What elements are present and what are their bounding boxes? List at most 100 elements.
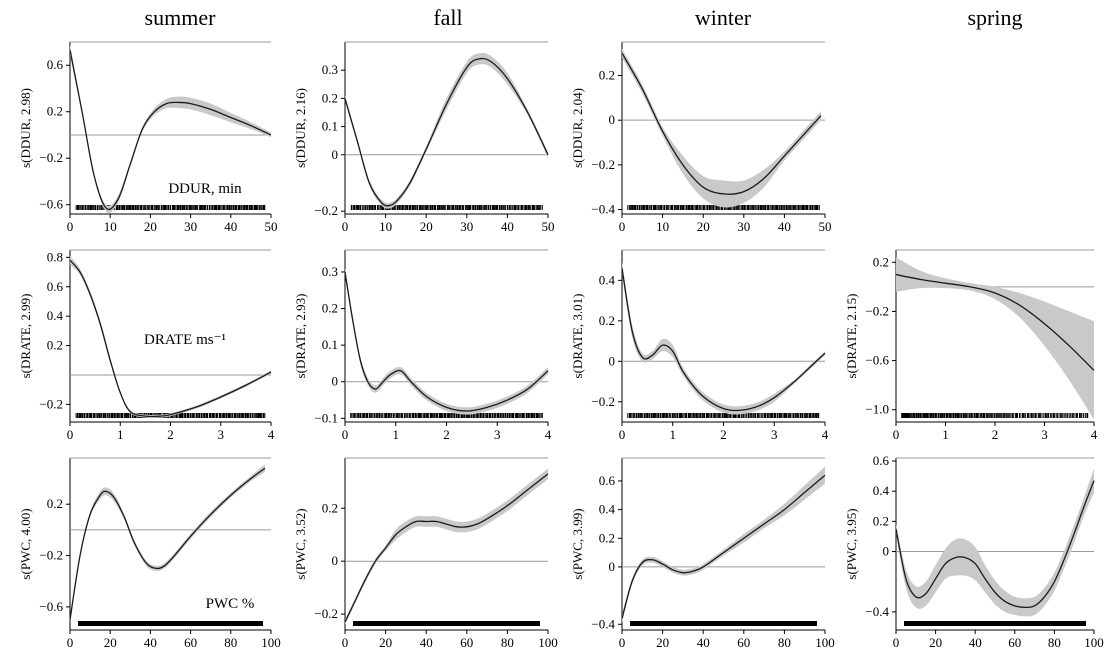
x-tick-label: 40 <box>224 219 237 234</box>
smooth-curve <box>344 473 549 623</box>
y-tick-label: −0.4 <box>591 616 615 631</box>
x-tick-label: 40 <box>144 635 157 650</box>
y-tick-label: 0.4 <box>47 308 64 323</box>
x-tick-label: 2 <box>167 427 174 442</box>
x-tick-label: 20 <box>104 635 117 650</box>
panel-summer: 0 1 2 3 4 0.8 0.6 0.4 0.2 −0.2 s(DRATE, 2.99) DRATE… <box>18 249 275 442</box>
y-tick-label: 0.2 <box>322 301 338 316</box>
smooth-curve <box>895 480 1095 609</box>
x-tick-label: 50 <box>265 219 278 234</box>
y-tick-label: 0 <box>609 112 616 127</box>
y-axis-label: s(DRATE, 2.93) <box>293 294 308 379</box>
x-tick-label: 0 <box>619 427 626 442</box>
y-tick-label: 0 <box>883 544 890 559</box>
panel-annotation: PWC % <box>206 596 255 612</box>
panel-fall: 0 20 40 60 80 100 0.2 0 −0.2 s(PWC, 3.52) <box>293 457 558 650</box>
smooth-curve <box>69 467 266 620</box>
x-tick-label: 0 <box>342 635 349 650</box>
x-tick-label: 40 <box>778 219 791 234</box>
y-axis-label: s(PWC, 3.99) <box>570 508 585 579</box>
x-tick-label: 0 <box>342 219 349 234</box>
panel-winter: 0 10 20 30 40 50 0.2 0 −0.2 −0.4 s(DDUR, 2.04) <box>570 41 832 234</box>
y-axis-label: s(PWC, 3.52) <box>293 508 308 579</box>
y-tick-label: 0.2 <box>873 254 889 269</box>
panel-annotation: DDUR, min <box>168 181 242 197</box>
y-tick-label: 0.2 <box>873 513 889 528</box>
y-tick-label: −0.2 <box>591 394 615 409</box>
rug-ticks <box>350 205 543 210</box>
confidence-band <box>622 262 825 415</box>
panel-annotation: DRATE ms⁻¹ <box>144 332 226 348</box>
column-title-fall: fall <box>433 5 462 30</box>
x-tick-label: 20 <box>656 635 669 650</box>
smooth-curve <box>344 57 549 207</box>
x-tick-label: 0 <box>67 219 74 234</box>
x-tick-label: 80 <box>1048 635 1061 650</box>
y-axis-label: s(DDUR, 2.16) <box>293 88 308 168</box>
y-tick-label: −1.0 <box>865 402 889 417</box>
panel-fall: 0 10 20 30 40 50 0.3 0.2 0.1 0 −0.2 s(DDUR, 2.16) <box>293 41 555 234</box>
x-tick-label: 1 <box>393 427 400 442</box>
y-tick-label: 0.1 <box>322 119 338 134</box>
y-tick-label: 0.2 <box>47 496 63 511</box>
y-tick-label: 0 <box>332 553 339 568</box>
rug-ticks <box>75 205 266 210</box>
y-tick-label: 0 <box>609 353 616 368</box>
panel-spring: 0 20 40 60 80 100 0.6 0.4 0.2 0 −0.4 s(PWC, 3.95) <box>844 453 1104 650</box>
y-tick-label: 0.2 <box>599 68 615 83</box>
column-title-spring: spring <box>968 5 1023 30</box>
rug-ticks <box>627 205 820 210</box>
y-tick-label: −0.4 <box>865 604 889 619</box>
y-tick-label: 0.2 <box>599 530 615 545</box>
smooth-curve <box>621 268 826 412</box>
confidence-band <box>345 268 548 415</box>
panel-winter: 0 1 2 3 4 0.4 0.2 0 −0.2 s(DRATE, 3.01) <box>570 249 829 442</box>
panel-winter: 0 20 40 60 80 100 0.6 0.4 0.2 0 −0.4 s(PWC, 3.99) <box>570 457 835 650</box>
y-tick-label: 0.3 <box>322 62 338 77</box>
x-tick-label: 4 <box>545 427 552 442</box>
x-tick-label: 80 <box>224 635 237 650</box>
x-tick-label: 40 <box>501 219 514 234</box>
y-tick-label: 0.3 <box>322 264 338 279</box>
x-tick-label: 0 <box>67 427 74 442</box>
rug-ticks <box>901 413 1089 418</box>
x-tick-label: 0 <box>893 635 900 650</box>
x-tick-label: 60 <box>737 635 750 650</box>
x-tick-label: 10 <box>656 219 669 234</box>
y-axis-label: s(DDUR, 2.04) <box>570 88 585 168</box>
x-tick-label: 40 <box>697 635 710 650</box>
y-tick-label: −0.2 <box>314 606 338 621</box>
x-tick-label: 1 <box>670 427 677 442</box>
rug-ticks <box>627 413 820 418</box>
x-tick-label: 50 <box>542 219 555 234</box>
rug-bar <box>353 621 540 626</box>
column-title-winter: winter <box>695 5 752 30</box>
y-axis-label: s(PWC, 3.95) <box>844 508 859 579</box>
y-tick-label: 0.2 <box>47 338 63 353</box>
y-tick-label: 0.1 <box>322 337 338 352</box>
x-tick-label: 60 <box>460 635 473 650</box>
x-tick-label: 30 <box>184 219 197 234</box>
y-tick-label: 0.6 <box>47 57 64 72</box>
y-tick-label: −0.6 <box>39 599 63 614</box>
smooth-curve <box>621 474 826 619</box>
y-tick-label: −0.4 <box>591 202 615 217</box>
x-tick-label: 100 <box>261 635 281 650</box>
x-tick-label: 3 <box>218 427 225 442</box>
x-tick-label: 60 <box>1008 635 1021 650</box>
x-tick-label: 20 <box>697 219 710 234</box>
smooth-curve <box>69 50 272 211</box>
y-tick-label: 0.2 <box>47 104 63 119</box>
smooth-curve <box>69 259 272 418</box>
x-tick-label: 40 <box>420 635 433 650</box>
x-tick-label: 2 <box>443 427 450 442</box>
x-tick-label: 1 <box>942 427 949 442</box>
x-tick-label: 0 <box>342 427 349 442</box>
smooth-curve <box>895 273 1095 371</box>
smooth-curve <box>344 271 549 412</box>
smooth-curve <box>621 52 822 195</box>
x-tick-label: 4 <box>1091 427 1098 442</box>
x-tick-label: 30 <box>737 219 750 234</box>
rug-bar <box>78 621 263 626</box>
